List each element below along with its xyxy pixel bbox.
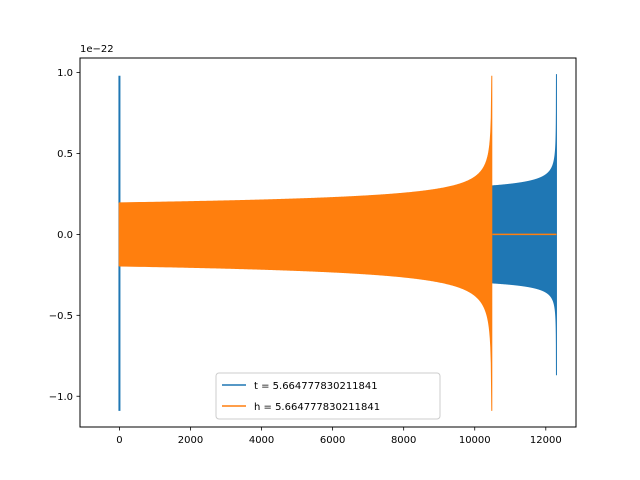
x-tick-label: 10000	[459, 435, 491, 446]
y-tick-label: −0.5	[49, 311, 73, 322]
x-tick-label: 12000	[530, 435, 562, 446]
y-tick-label: −1.0	[49, 392, 73, 403]
x-tick-label: 0	[116, 435, 122, 446]
y-tick-label: 0.0	[57, 230, 73, 241]
legend: t = 5.664777830211841 h = 5.664777830211…	[215, 372, 441, 420]
y-offset-text: 1e−22	[80, 44, 114, 55]
legend-box	[215, 372, 441, 420]
x-tick-label: 4000	[249, 435, 274, 446]
legend-label-t: t = 5.664777830211841	[254, 381, 378, 392]
x-tick-label: 8000	[391, 435, 416, 446]
series-t-waveform	[492, 74, 557, 376]
x-tick-label: 2000	[178, 435, 203, 446]
series-layer	[118, 74, 557, 411]
y-tick-label: 1.0	[57, 68, 73, 79]
x-tick-label: 6000	[320, 435, 345, 446]
axes-frame	[79, 57, 577, 428]
x-axis: 0 2000 4000 6000 8000 10000 12000	[116, 427, 562, 446]
plot-area	[118, 74, 557, 411]
series-h-waveform	[118, 75, 493, 411]
legend-label-h: h = 5.664777830211841	[254, 402, 380, 413]
y-axis: −1.0 −0.5 0.0 0.5 1.0	[49, 68, 80, 403]
y-tick-label: 0.5	[57, 149, 73, 160]
